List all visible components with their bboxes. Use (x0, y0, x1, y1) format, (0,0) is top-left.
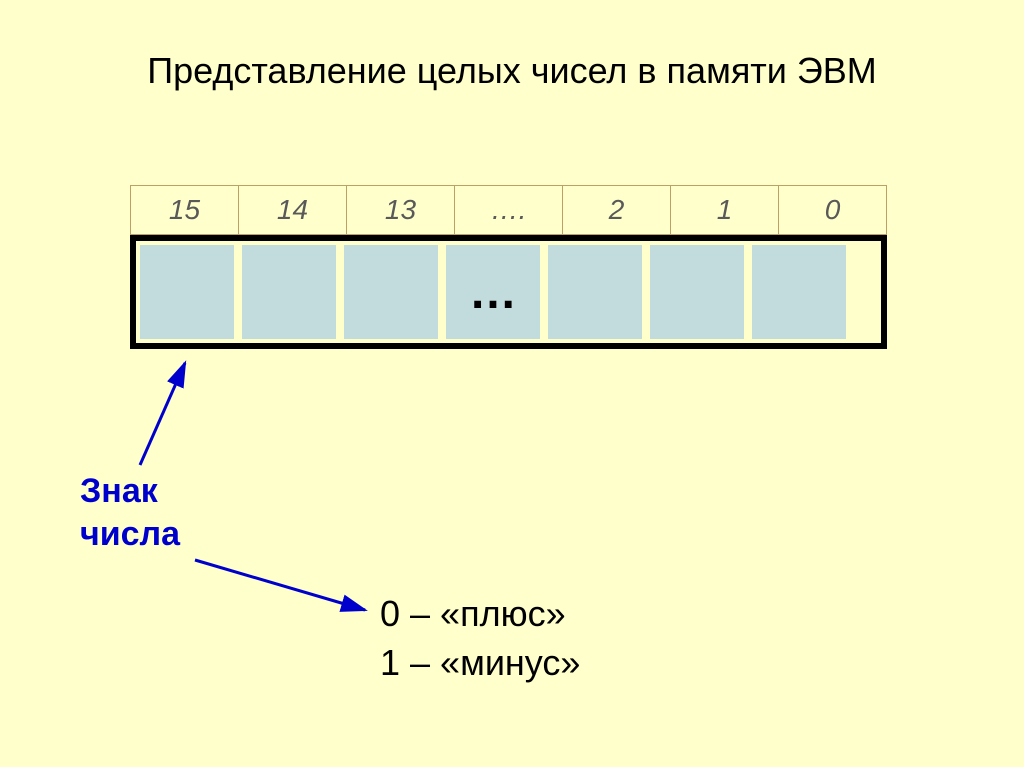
bit-index-cell: 15 (131, 185, 239, 235)
bit-box (239, 242, 339, 342)
bit-box (545, 242, 645, 342)
bit-index-cell: 2 (563, 185, 671, 235)
bit-index-cell: 1 (671, 185, 779, 235)
legend-minus: 1 – «минус» (380, 639, 580, 688)
bit-diagram: 15 14 13 …. 2 1 0 … (130, 185, 887, 349)
sign-label-line2: числа (80, 515, 180, 553)
bit-box (137, 242, 237, 342)
bit-box (647, 242, 747, 342)
bit-index-row: 15 14 13 …. 2 1 0 (130, 185, 887, 235)
bit-index-cell: …. (455, 185, 563, 235)
slide-title: Представление целых чисел в памяти ЭВМ (0, 0, 1024, 92)
sign-label: Знак числа (80, 470, 180, 555)
sign-legend: 0 – «плюс» 1 – «минус» (380, 590, 580, 687)
bit-index-cell: 13 (347, 185, 455, 235)
arrow-sign-to-bit-icon (130, 355, 220, 475)
bit-box (341, 242, 441, 342)
sign-label-line1: Знак (80, 472, 158, 510)
bit-box: … (443, 242, 543, 342)
arrow-label-to-legend-icon (190, 555, 390, 635)
bit-box-row: … (130, 235, 887, 349)
bit-box (749, 242, 849, 342)
bit-index-cell: 0 (779, 185, 887, 235)
legend-plus: 0 – «плюс» (380, 590, 580, 639)
bit-index-cell: 14 (239, 185, 347, 235)
